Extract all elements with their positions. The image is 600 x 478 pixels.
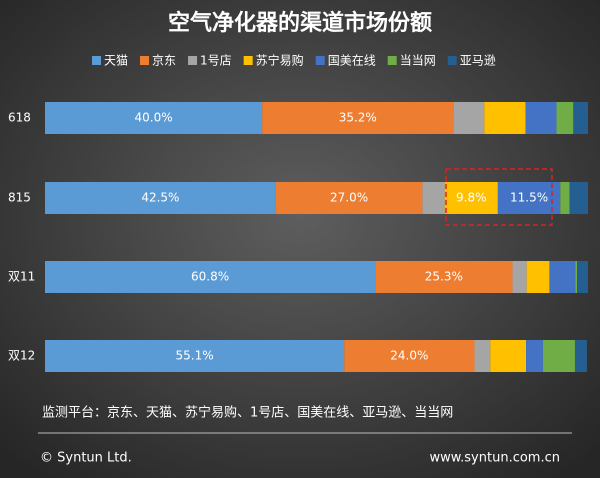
bar-segment (512, 261, 527, 293)
bar-segment (497, 182, 561, 214)
bar-segment (45, 261, 376, 293)
legend-label: 1号店 (200, 54, 232, 68)
legend-swatch (92, 56, 101, 65)
data-label: 24.0% (390, 349, 428, 363)
bar-segment (525, 102, 557, 134)
legend-swatch (315, 56, 325, 65)
bar-segment (575, 261, 578, 293)
bar-segment (556, 102, 574, 134)
footer-left: © Syntun Ltd. (40, 451, 132, 466)
data-label: 11.5% (510, 191, 548, 205)
data-label: 60.8% (191, 270, 229, 284)
bar-segment (45, 182, 276, 214)
legend-label: 天猫 (104, 54, 128, 68)
bar-segment (526, 261, 550, 293)
data-label: 9.8% (456, 191, 487, 205)
bar-segment (45, 102, 263, 134)
legend-label: 国美在线 (328, 54, 376, 68)
bar-segment (573, 102, 588, 134)
bar-segment (542, 340, 575, 372)
bar-segment (577, 261, 588, 293)
bar-segment (45, 340, 345, 372)
data-label: 27.0% (330, 191, 368, 205)
legend-label: 亚马逊 (460, 54, 496, 68)
bar-segment (262, 102, 454, 134)
data-label: 35.2% (339, 111, 377, 125)
data-label: 55.1% (176, 349, 214, 363)
legend-label: 苏宁易购 (256, 53, 304, 68)
bar-segment (444, 182, 498, 214)
plot: 618 40.0% 35.2% 815 42.5% 27.0% 9.8% 11.5% 双11 60… (8, 102, 588, 372)
y-tick-label: 双11 (8, 270, 35, 284)
bar-segment (569, 182, 588, 214)
bar-segment (344, 340, 475, 372)
bar-segment (453, 102, 485, 134)
bar-segment (474, 340, 491, 372)
bar-segment (375, 261, 513, 293)
chart-title: 空气净化器的渠道市场份额 (168, 10, 432, 36)
bar-segment (574, 340, 587, 372)
legend-swatch (447, 56, 457, 65)
footer-right: www.syntun.com.cn (429, 451, 560, 466)
bar-segment (560, 182, 570, 214)
legend-swatch (243, 56, 253, 65)
data-label: 40.0% (135, 111, 173, 125)
data-label: 42.5% (141, 191, 179, 205)
bar-segment (490, 340, 527, 372)
y-tick-label: 815 (8, 191, 31, 205)
legend-swatch (188, 56, 198, 65)
bar-segment (484, 102, 526, 134)
note: 监测平台：京东、天猫、苏宁易购、1号店、国美在线、亚马逊、当当网 (42, 405, 453, 421)
bar-segment (526, 340, 543, 372)
bar-segment (549, 261, 576, 293)
bar-segment (422, 182, 445, 214)
y-tick-label: 双12 (8, 349, 35, 363)
legend: 天猫 京东 1号店 苏宁易购 国美在线 当当网 亚马逊 (92, 53, 496, 68)
legend-label: 当当网 (400, 54, 436, 68)
data-label: 25.3% (425, 270, 463, 284)
y-tick-label: 618 (8, 111, 31, 125)
bar-segment (275, 182, 423, 214)
legend-swatch (140, 56, 150, 65)
highlight-box (445, 168, 553, 226)
legend-swatch (387, 56, 397, 65)
legend-label: 京东 (152, 54, 176, 68)
